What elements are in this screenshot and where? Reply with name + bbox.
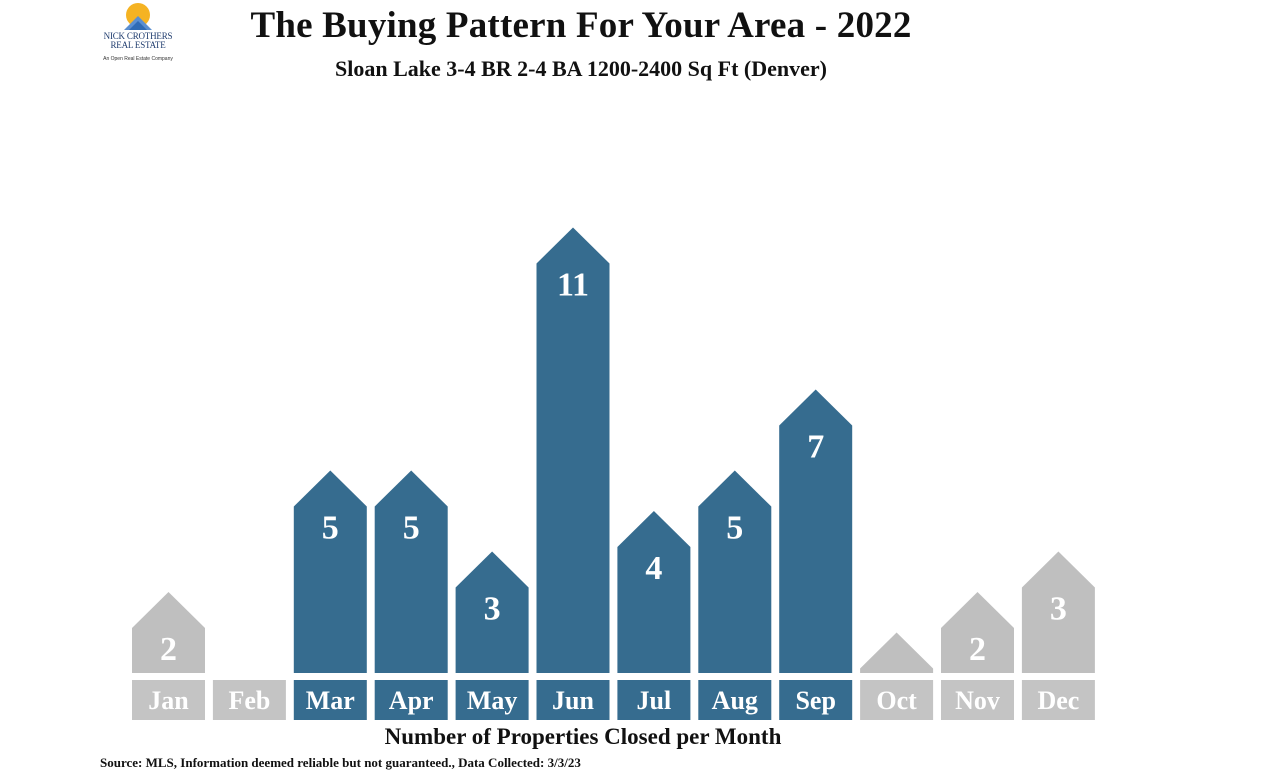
- bar-may: [455, 551, 529, 673]
- data-label-aug: 5: [726, 510, 743, 547]
- tick-label-may: May: [467, 686, 518, 715]
- logo-brand-line1: NICK CROTHERS: [103, 31, 173, 41]
- logo-tagline: An Open Real Estate Company: [103, 56, 173, 62]
- data-label-sep: 7: [807, 429, 824, 466]
- data-label-jul: 4: [645, 550, 662, 587]
- bar-mar: [293, 470, 367, 673]
- tick-box-sep: [779, 680, 853, 720]
- source-note: Source: MLS, Information deemed reliable…: [100, 755, 581, 770]
- bar-aug: [698, 470, 772, 673]
- data-label-mar: 5: [322, 510, 339, 547]
- bar-nov: [941, 592, 1014, 673]
- tick-box-apr: [374, 680, 448, 720]
- bar-jul: [617, 511, 691, 673]
- tick-label-mar: Mar: [306, 686, 355, 715]
- tick-label-jun: Jun: [552, 686, 594, 715]
- tick-box-mar: [293, 680, 367, 720]
- tick-box-oct: [860, 680, 934, 720]
- data-label-may: 3: [484, 591, 501, 628]
- x-axis-label: Number of Properties Closed per Month: [384, 724, 782, 749]
- data-label-apr: 5: [403, 510, 420, 547]
- tick-box-feb: [212, 680, 286, 720]
- chart-title: The Buying Pattern For Your Area - 2022: [250, 5, 912, 46]
- data-label-nov: 2: [969, 631, 986, 668]
- bar-apr: [374, 470, 448, 673]
- tick-label-nov: Nov: [955, 686, 1000, 715]
- company-logo: NICK CROTHERS REAL ESTATE An Open Real E…: [96, 2, 180, 66]
- tick-label-apr: Apr: [389, 686, 434, 715]
- tick-box-may: [455, 680, 529, 720]
- tick-box-aug: [698, 680, 772, 720]
- bar-oct: [860, 632, 934, 673]
- bar-jan: [132, 592, 205, 673]
- tick-label-aug: Aug: [712, 686, 758, 715]
- tick-box-jul: [617, 680, 691, 720]
- tick-label-jan: Jan: [148, 686, 189, 715]
- tick-label-jul: Jul: [637, 686, 672, 715]
- bar-sep: [779, 389, 853, 673]
- tick-box-jun: [536, 680, 610, 720]
- logo-brand-line2: REAL ESTATE: [110, 40, 166, 50]
- house-sun-icon: [124, 3, 152, 30]
- data-label-dec: 3: [1050, 591, 1067, 628]
- tick-label-dec: Dec: [1037, 686, 1079, 715]
- chart-subtitle: Sloan Lake 3-4 BR 2-4 BA 1200-2400 Sq Ft…: [335, 56, 827, 81]
- bar-dec: [1021, 551, 1095, 673]
- bar-jun: [536, 227, 610, 673]
- logo-brand: NICK CROTHERS REAL ESTATE: [96, 32, 180, 50]
- data-label-jan: 2: [160, 631, 177, 668]
- tick-box-nov: [941, 680, 1014, 720]
- tick-box-dec: [1021, 680, 1095, 720]
- tick-label-sep: Sep: [795, 686, 835, 715]
- data-label-jun: 11: [557, 267, 589, 304]
- tick-label-oct: Oct: [876, 686, 917, 715]
- tick-box-jan: [132, 680, 205, 720]
- tick-label-feb: Feb: [228, 686, 270, 715]
